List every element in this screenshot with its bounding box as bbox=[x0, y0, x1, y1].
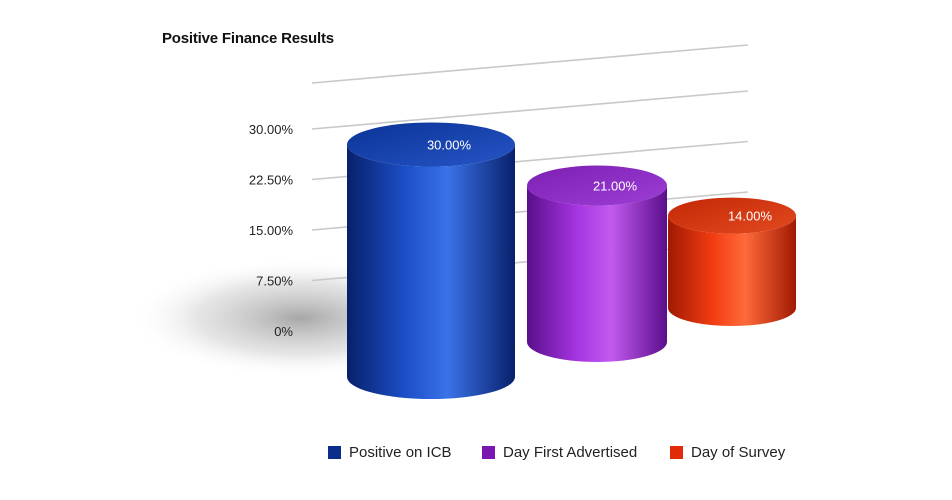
bar-top-day-of-survey bbox=[668, 197, 796, 234]
legend-label-day-first-advertised: Day First Advertised bbox=[503, 444, 638, 461]
data-label-day-of-survey: 14.00% bbox=[728, 209, 773, 224]
chart-title: Positive Finance Results bbox=[162, 30, 334, 47]
y-tick-label: 7.50% bbox=[256, 274, 293, 289]
bar-positive-on-icb bbox=[347, 122, 515, 399]
legend-item-positive-on-icb: Positive on ICB bbox=[328, 444, 452, 461]
bar-body-day-first-advertised bbox=[527, 185, 667, 362]
bar-top-positive-on-icb bbox=[347, 122, 515, 167]
y-tick-label: 0% bbox=[274, 324, 293, 339]
legend-item-day-first-advertised: Day First Advertised bbox=[482, 444, 637, 461]
legend-swatch-day-of-survey bbox=[670, 446, 683, 459]
data-label-day-first-advertised: 21.00% bbox=[593, 179, 638, 194]
gridline bbox=[311, 90, 749, 130]
bar-top-day-first-advertised bbox=[527, 165, 667, 206]
bar-day-first-advertised bbox=[527, 165, 667, 362]
legend-item-day-of-survey: Day of Survey bbox=[670, 444, 785, 461]
bar-body-day-of-survey bbox=[668, 215, 796, 326]
chart-legend: Positive on ICB Day First Advertised Day… bbox=[0, 444, 952, 468]
chart-plot: 0% 7.50% 15.00% 22.50% 30.00% 30.00% 21.00% 14… bbox=[130, 44, 796, 399]
bar-body-positive-on-icb bbox=[347, 144, 515, 399]
y-tick-label: 15.00% bbox=[249, 223, 294, 238]
data-label-positive-on-icb: 30.00% bbox=[427, 138, 472, 153]
bar-day-of-survey bbox=[668, 197, 796, 326]
y-tick-label: 30.00% bbox=[249, 122, 294, 137]
gridline bbox=[311, 44, 749, 84]
y-tick-label: 22.50% bbox=[249, 173, 294, 188]
legend-label-positive-on-icb: Positive on ICB bbox=[349, 444, 452, 461]
legend-swatch-day-first-advertised bbox=[482, 446, 495, 459]
legend-swatch-positive-on-icb bbox=[328, 446, 341, 459]
legend-label-day-of-survey: Day of Survey bbox=[691, 444, 786, 461]
